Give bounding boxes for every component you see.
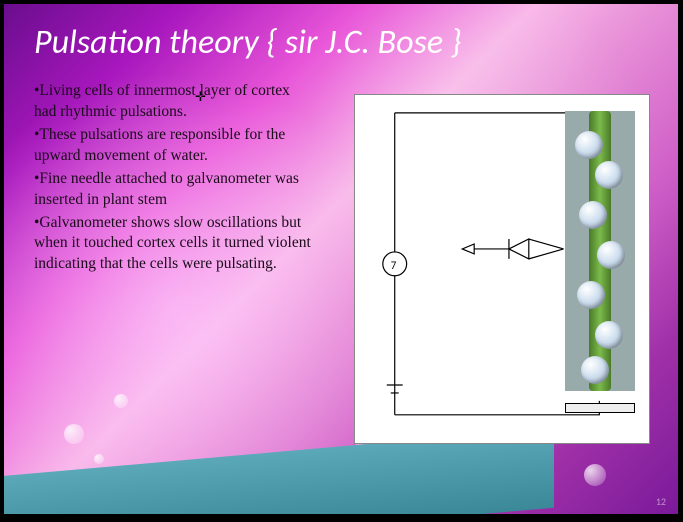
experiment-diagram: 7: [354, 94, 650, 444]
bullet-item: •Galvanometer shows slow oscillations bu…: [34, 213, 314, 276]
slide: tbo Pulsation theory { sir J.C. Bose } •…: [4, 4, 678, 514]
water-droplet: [595, 321, 623, 349]
slide-title: Pulsation theory { sir J.C. Bose }: [4, 4, 678, 73]
decor-bubble: [584, 464, 606, 486]
decor-bubble: [94, 454, 104, 464]
water-droplet: [579, 201, 607, 229]
body-bullets: •Living cells of innermost layer of cort…: [4, 73, 344, 285]
page-number: 12: [656, 495, 666, 508]
water-droplet: [575, 131, 603, 159]
plant-stem-box: [565, 111, 635, 391]
galvanometer-label: 7: [391, 259, 397, 272]
bullet-item: •These pulsations are responsible for th…: [34, 125, 314, 167]
water-droplet: [595, 161, 623, 189]
water-droplet: [577, 281, 605, 309]
decor-bubble: [64, 424, 84, 444]
cursor-icon: [199, 96, 209, 106]
decor-bubble: [114, 394, 128, 408]
water-droplet: [597, 241, 625, 269]
bullet-item: •Fine needle attached to galvanometer wa…: [34, 169, 314, 211]
bullet-item: •Living cells of innermost layer of cort…: [34, 81, 314, 123]
stand-base: [565, 403, 635, 413]
water-droplet: [581, 356, 609, 384]
